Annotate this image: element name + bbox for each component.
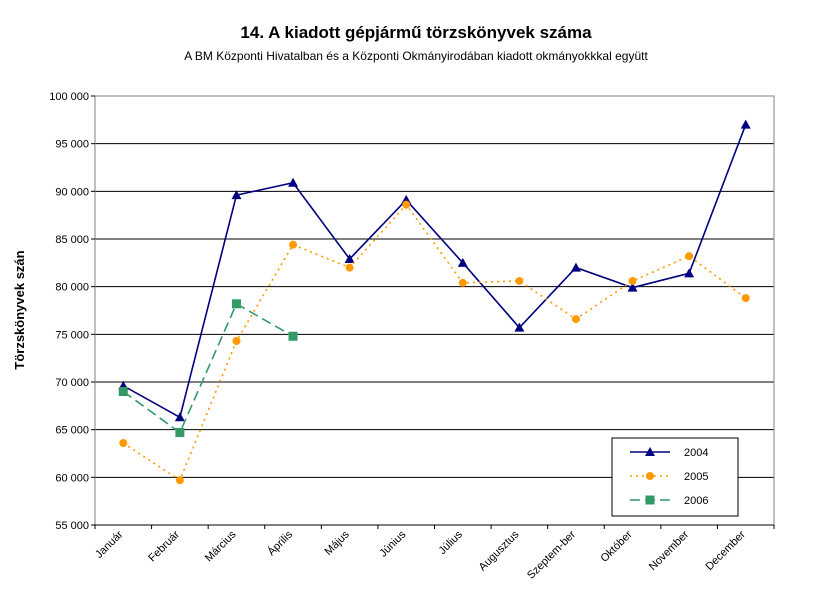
data-point: [402, 200, 411, 209]
data-point: [289, 240, 298, 249]
data-point: [345, 263, 354, 272]
data-point: [741, 294, 750, 303]
series-line: [122, 124, 747, 419]
y-tick-label: 60 000: [55, 472, 89, 484]
data-point: [174, 412, 185, 422]
x-tick-label: Szeptem-ber: [525, 528, 578, 581]
grid: [95, 143, 774, 478]
data-point: [685, 252, 694, 261]
x-tick-label: Május: [323, 528, 353, 558]
data-point: [288, 177, 299, 187]
y-tick-label: 55 000: [55, 520, 89, 532]
data-point: [175, 476, 184, 485]
y-tick-label: 65 000: [55, 425, 89, 437]
data-point: [118, 387, 128, 397]
data-point: [231, 299, 241, 309]
x-tick-label: November: [647, 528, 692, 573]
y-tick-label: 75 000: [55, 329, 89, 341]
x-tick-label: Február: [146, 528, 182, 564]
y-axis-ticks: 55 000 60 000 65 000 70 000 75 000 80 000 85 0…: [49, 91, 95, 532]
data-point: [231, 190, 242, 200]
legend: 2004 2005 2006: [611, 437, 739, 517]
legend-label: 2004: [684, 447, 708, 459]
x-tick-label: Július: [437, 528, 466, 557]
legend-item: 2004: [630, 447, 708, 459]
y-tick-label: 70 000: [55, 377, 89, 389]
series-line: [122, 302, 294, 434]
series-2005: [119, 200, 750, 485]
data-point: [514, 322, 525, 332]
y-axis-label: Törzskönyvek szán: [12, 250, 27, 369]
series-2004: [118, 119, 751, 422]
data-point: [288, 331, 298, 341]
data-point: [457, 257, 468, 267]
legend-item: 2006: [630, 495, 708, 507]
data-point: [458, 278, 467, 287]
x-tick-label: Április: [265, 528, 296, 559]
data-point: [344, 254, 355, 264]
x-axis-ticks: Január Február Március Április Május Június Jú…: [93, 524, 775, 582]
x-tick-label: December: [703, 528, 748, 573]
legend-label: 2005: [684, 471, 708, 483]
series-layer: [118, 119, 751, 485]
data-point: [628, 276, 637, 285]
legend-label: 2006: [684, 495, 708, 507]
data-point: [645, 447, 655, 456]
y-tick-label: 80 000: [55, 282, 89, 294]
data-point: [175, 428, 185, 438]
data-point: [571, 315, 580, 324]
legend-item: 2005: [630, 471, 708, 483]
y-tick-label: 95 000: [55, 139, 89, 151]
data-point: [119, 439, 128, 448]
chart-title: 14. A kiadott gépjármű törzskönyvek szám…: [240, 23, 592, 42]
data-point: [684, 268, 695, 278]
data-point: [627, 282, 638, 292]
data-point: [645, 495, 655, 505]
data-point: [740, 119, 751, 129]
data-point: [515, 276, 524, 285]
x-tick-label: Március: [203, 528, 239, 564]
data-point: [646, 472, 654, 480]
y-tick-label: 85 000: [55, 234, 89, 246]
legend-box: [611, 437, 739, 517]
series-line: [122, 203, 747, 482]
y-tick-label: 90 000: [55, 186, 89, 198]
data-point: [570, 262, 581, 272]
x-tick-label: Augusztus: [477, 528, 522, 573]
x-tick-label: Január: [93, 528, 126, 561]
x-tick-label: Október: [599, 528, 635, 564]
series-2006: [118, 299, 298, 438]
x-tick-label: Június: [377, 528, 408, 559]
data-point: [232, 337, 241, 346]
chart-subtitle: A BM Központi Hivatalban és a Központi O…: [184, 49, 648, 63]
y-tick-label: 100 000: [49, 91, 89, 103]
